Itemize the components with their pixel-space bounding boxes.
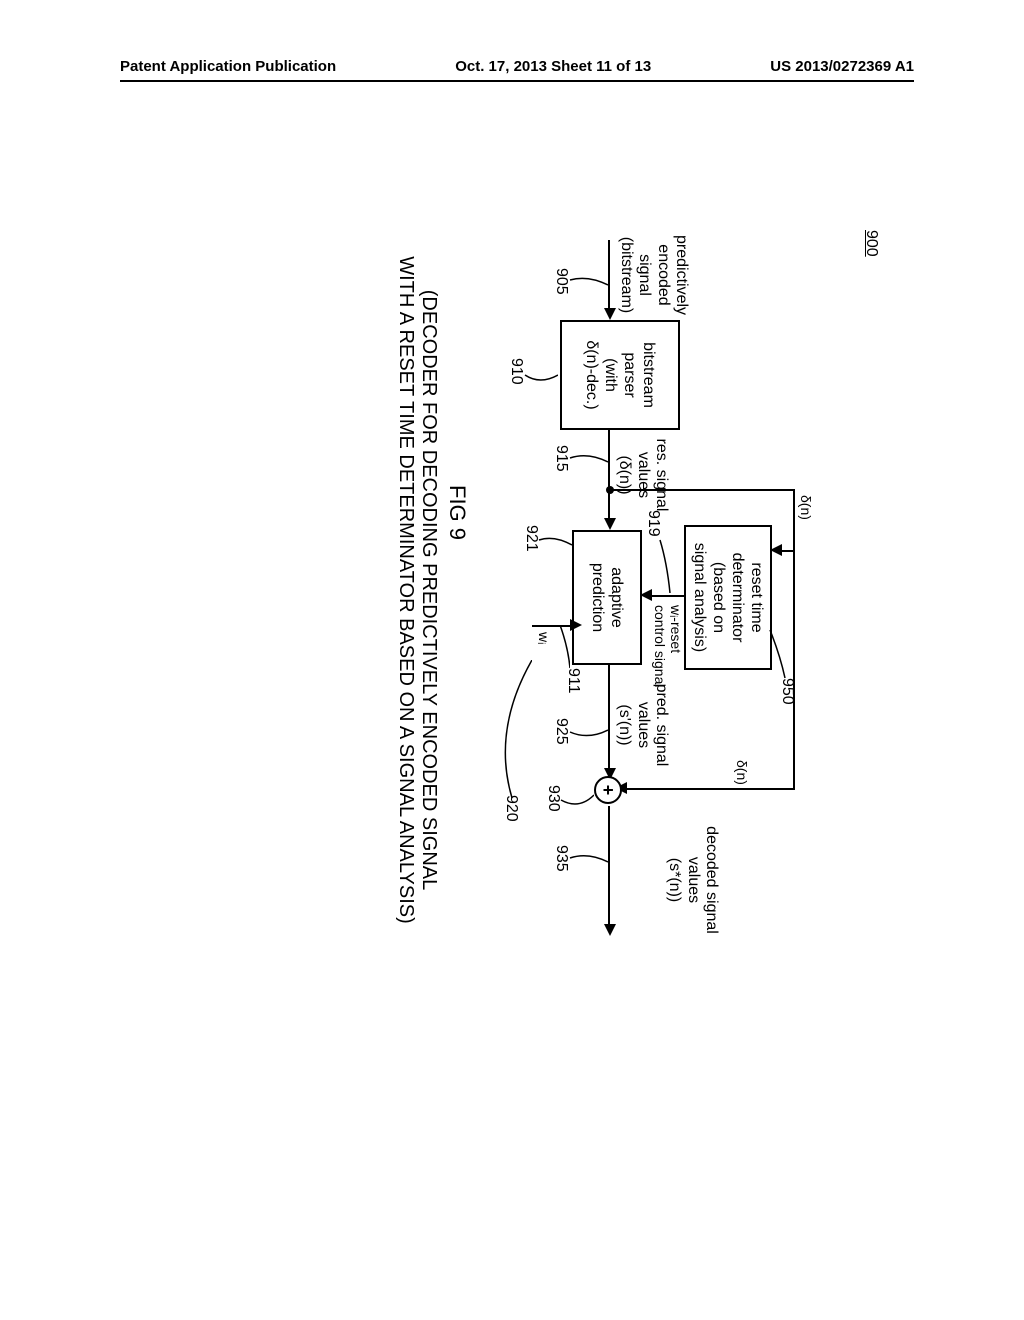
line-top-delta [793, 489, 795, 789]
figure-title: FIG 9 [444, 485, 470, 540]
block-adaptive-prediction: adaptive prediction [572, 530, 642, 665]
line-pred-out [608, 665, 610, 770]
block-reset-time-determinator: reset time determinator (based on signal… [684, 525, 772, 670]
leader-925 [568, 720, 608, 750]
block-bitstream-parser: bitstream parser (with δ(n)-dec.) [560, 320, 680, 430]
arrowhead-input [604, 308, 616, 320]
leader-935 [568, 850, 608, 880]
ref-920: 920 [502, 795, 520, 822]
label-pred-signal: pred. signal values (s'(n)) [615, 675, 670, 775]
leader-920 [492, 660, 532, 800]
line-delta-down-to-summer [625, 788, 795, 790]
header-right: US 2013/0272369 A1 [770, 58, 914, 76]
label-delta-top: δ(n) [798, 495, 814, 520]
arrowhead-wi-in [570, 619, 582, 631]
leader-950 [765, 630, 790, 680]
label-res-signal: res. signal values (δ(n)) [615, 430, 670, 520]
ref-930: 930 [544, 785, 562, 812]
ref-925: 925 [552, 718, 570, 745]
arrow-parser-out [608, 430, 610, 520]
ref-910: 910 [507, 358, 525, 385]
ref-950: 950 [778, 678, 796, 705]
arrow-input [608, 240, 610, 310]
header-left: Patent Application Publication [120, 58, 336, 76]
arrowhead-output [604, 924, 616, 936]
label-delta-right: δ(n) [734, 760, 750, 785]
leader-919 [655, 538, 675, 593]
figure-ref-900: 900 [862, 230, 880, 257]
figure-caption: (DECODER FOR DECODING PREDICTIVELY ENCOD… [394, 230, 440, 950]
leader-911 [545, 625, 570, 670]
header-center: Oct. 17, 2013 Sheet 11 of 13 [455, 58, 651, 76]
ref-921: 921 [522, 525, 540, 552]
label-input: predictively encoded signal (bitstream) [616, 230, 690, 320]
line-into-reset [780, 550, 795, 552]
line-output [608, 806, 610, 926]
ref-935: 935 [552, 845, 570, 872]
leader-905 [568, 270, 608, 300]
diagram-rotated-container: 900 predictively encoded signal (bitstre… [110, 230, 870, 950]
leader-910 [523, 370, 558, 400]
summer-node: + [594, 776, 622, 804]
label-output: decoded signal values (s*(n)) [665, 820, 720, 940]
line-up-delta [609, 489, 795, 491]
leader-915 [568, 450, 608, 480]
ref-905: 905 [552, 268, 570, 295]
ref-915: 915 [552, 445, 570, 472]
leader-921 [537, 530, 572, 560]
line-reset-to-adaptive [650, 595, 684, 597]
leader-930 [559, 790, 594, 820]
page-header: Patent Application Publication Oct. 17, … [120, 58, 914, 82]
ref-911: 911 [564, 668, 582, 694]
ref-919: 919 [644, 510, 662, 537]
